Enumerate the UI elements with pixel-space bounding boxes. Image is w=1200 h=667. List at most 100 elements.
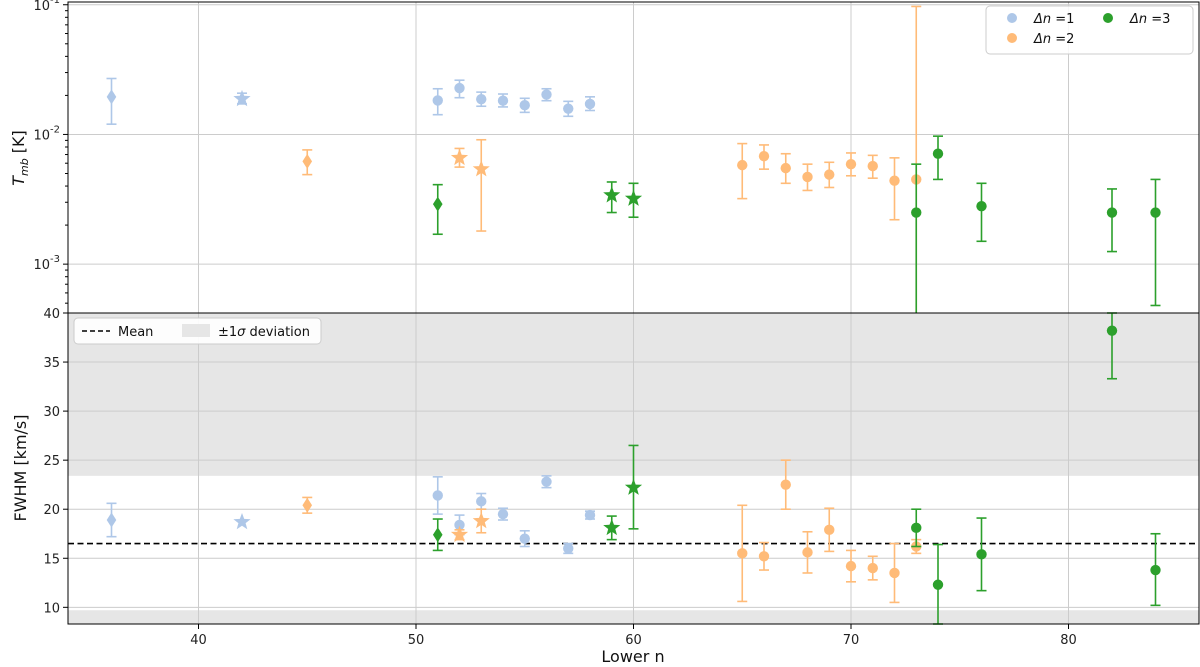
bottom-circle-marker: [454, 519, 465, 531]
bottom-circle-marker: [497, 508, 509, 520]
bottom-circle-marker: [758, 551, 770, 562]
top-point-dn3: [1150, 178, 1161, 307]
bottom-point-dn2: [737, 504, 748, 603]
top-point-dn2: [845, 152, 857, 177]
bottom-point-dn1: [519, 529, 530, 548]
top-circle-marker: [519, 100, 530, 111]
bottom-point-dn1: [106, 502, 117, 538]
bottom-circle-marker: [737, 548, 748, 559]
top-circle-marker: [845, 158, 857, 170]
bottom-circle-marker: [519, 533, 530, 544]
top-point-dn3: [1106, 188, 1118, 253]
bottom-y-tick-label: 30: [43, 405, 60, 420]
top-point-dn1: [233, 89, 251, 107]
bottom-y-tick-label: 25: [43, 454, 60, 469]
bottom-y-ticks: 10 15 20 25 30 35 40: [43, 307, 68, 616]
bottom-point-dn2: [889, 542, 900, 604]
x-tick-label: 70: [843, 633, 860, 648]
bottom-point-dn2: [302, 496, 313, 514]
x-ticks: 40 50 60 70 80: [190, 624, 1077, 648]
bottom-point-dn2: [802, 530, 813, 574]
top-point-dn1: [519, 97, 530, 114]
bottom-panel: 10 15 20 25 30 35 40 40 50 60 70 80 FWHM [km/s] Lo…: [11, 307, 1200, 666]
top-y-tick-label: 10-1: [33, 0, 60, 14]
top-circle-marker: [584, 98, 596, 110]
top-point-dn2: [889, 157, 900, 221]
bottom-circle-marker: [932, 579, 944, 590]
bottom-star-marker: [233, 513, 251, 530]
bottom-circle-marker: [824, 524, 835, 536]
legend-label-dn2: Δn =2: [1033, 32, 1074, 47]
bottom-diamond-marker: [302, 497, 313, 513]
top-circle-marker: [541, 89, 552, 100]
bottom-point-dn1: [497, 507, 509, 521]
legend-marker-dn3: [1103, 13, 1113, 23]
bottom-point-dn3: [1150, 532, 1161, 607]
top-star-marker: [624, 189, 643, 206]
bottom-circle-marker: [802, 547, 813, 558]
bottom-point-dn2: [780, 459, 791, 511]
top-point-dn3: [911, 163, 922, 313]
top-point-dn1: [476, 91, 487, 108]
top-star-marker: [233, 89, 251, 107]
top-point-dn2: [472, 138, 490, 232]
bottom-y-tick-label: 20: [43, 503, 60, 518]
x-tick-label: 60: [625, 633, 642, 648]
legend-mean-label: Mean: [118, 325, 153, 340]
legend-marker-dn1: [1007, 13, 1017, 23]
bottom-point-dn1: [563, 542, 574, 555]
bottom-diamond-marker: [432, 527, 443, 543]
bottom-star-marker: [603, 518, 621, 536]
top-point-dn3: [603, 181, 621, 214]
bottom-y-tick-label: 15: [43, 552, 60, 567]
x-tick-label: 80: [1060, 633, 1077, 648]
top-circle-marker: [1150, 207, 1161, 218]
top-star-marker: [472, 160, 490, 177]
bottom-point-dn3: [603, 515, 621, 541]
top-marks: [106, 5, 1161, 313]
top-point-dn2: [867, 154, 878, 179]
bottom-y-tick-label: 35: [43, 356, 60, 371]
bottom-circle-marker: [780, 479, 791, 490]
top-circle-marker: [911, 207, 922, 218]
legend-marker-dn2: [1007, 33, 1017, 43]
top-legend-box: [985, 5, 1194, 55]
bottom-circle-marker: [889, 567, 900, 579]
bottom-star-marker: [450, 525, 469, 542]
bottom-point-dn2: [450, 525, 469, 542]
top-point-dn1: [541, 87, 552, 102]
top-circle-marker: [563, 103, 574, 114]
top-circle-marker: [889, 175, 900, 186]
top-circle-marker: [497, 95, 509, 106]
top-point-dn3: [624, 182, 643, 219]
bottom-circle-marker: [432, 490, 443, 501]
top-circle-marker: [976, 200, 987, 212]
legend-band-label: ±1σ deviation: [218, 325, 310, 340]
x-tick-label: 50: [408, 633, 425, 648]
top-point-dn1: [563, 100, 574, 118]
top-circle-marker: [1106, 207, 1118, 218]
top-point-dn3: [976, 182, 987, 243]
bottom-point-dn2: [472, 508, 490, 534]
top-y-ticks: 10-1 10-2 10-3: [33, 0, 68, 304]
bottom-point-dn1: [432, 476, 443, 515]
top-circle-marker: [780, 162, 791, 174]
top-y-axis-label: Tmb [K]: [9, 130, 31, 186]
bottom-marks: [106, 312, 1161, 625]
top-point-dn2: [780, 152, 791, 185]
bottom-point-dn3: [911, 508, 922, 548]
legend-label-dn1: Δn =1: [1033, 12, 1074, 27]
top-point-dn1: [454, 79, 465, 99]
top-point-dn2: [737, 142, 748, 200]
bottom-circle-marker: [911, 522, 922, 534]
bottom-point-dn3: [432, 518, 443, 552]
bottom-point-dn1: [584, 509, 596, 521]
top-circle-marker: [824, 169, 835, 180]
bottom-star-marker: [624, 478, 643, 495]
bottom-circle-marker: [976, 549, 987, 560]
top-circle-marker: [932, 148, 944, 159]
top-circle-marker: [432, 95, 443, 106]
bottom-point-dn1: [476, 492, 487, 511]
bottom-legend: Mean ±1σ deviation: [73, 317, 322, 345]
